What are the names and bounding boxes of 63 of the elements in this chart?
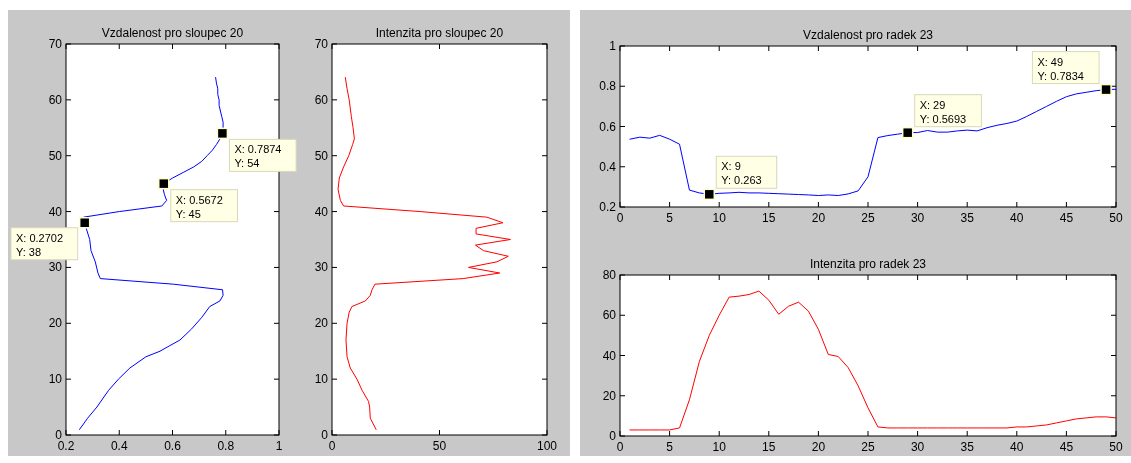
chart-title: Vzdalenost pro sloupec 20	[101, 26, 244, 40]
x-tick-label: 10	[712, 211, 727, 225]
x-tick-label: 20	[811, 440, 826, 454]
y-tick-label: 30	[314, 260, 329, 275]
x-tick-label: 20	[811, 211, 826, 225]
chart-title: Intenzita pro radek 23	[809, 257, 927, 271]
y-tick-label: 60	[48, 92, 63, 107]
annotation: X: 0.5672 Y: 45	[175, 193, 223, 220]
x-tick-label: 50	[1109, 440, 1123, 454]
y-tick-label: 60	[314, 92, 329, 107]
line-series	[337, 77, 511, 430]
y-tick-label: 30	[48, 260, 63, 275]
y-tick-label: 10	[314, 372, 329, 387]
x-tick-label: 15	[762, 211, 776, 225]
x-tick-label: 25	[861, 440, 875, 454]
x-tick-label: 40	[1010, 211, 1024, 225]
chart-title: Intenzita pro sloupec 20	[375, 26, 504, 40]
x-tick-label: 45	[1059, 440, 1074, 454]
y-tick-label: 60	[602, 308, 617, 323]
y-tick-label: 0	[55, 428, 63, 442]
x-tick-label: 15	[762, 440, 776, 454]
annotation: X: 49 Y: 0.7834	[1037, 55, 1084, 82]
y-tick-label: 1	[609, 39, 617, 53]
x-tick-label: 0.4	[110, 439, 128, 453]
y-tick-label: 50	[48, 148, 63, 163]
x-tick-label: 0.8	[217, 439, 235, 453]
y-tick-label: 20	[314, 316, 329, 331]
y-tick-label: 0.2	[599, 200, 617, 214]
x-tick-label: 40	[1010, 440, 1024, 454]
x-tick-label: 35	[960, 440, 975, 454]
x-tick-label: 0.6	[164, 439, 182, 453]
annotation: X: 0.7874 Y: 54	[234, 143, 282, 170]
x-tick-label: 10	[712, 440, 727, 454]
y-tick-label: 70	[48, 37, 63, 51]
x-tick-label: 45	[1059, 211, 1074, 225]
x-tick-label: 35	[960, 211, 975, 225]
x-tick-label: 0.2	[57, 439, 75, 453]
y-tick-label: 0	[321, 428, 329, 442]
y-tick-label: 0.4	[599, 159, 617, 174]
x-tick-label: 5	[666, 211, 674, 225]
y-tick-label: 10	[48, 372, 63, 387]
annotation: X: 9 Y: 0.263	[721, 160, 762, 187]
x-tick-label: 25	[861, 211, 875, 225]
y-tick-label: 50	[314, 148, 329, 163]
y-tick-label: 80	[602, 268, 617, 282]
annotation: X: 29 Y: 0.5693	[919, 98, 967, 125]
y-tick-label: 20	[48, 316, 63, 331]
x-tick-label: 5	[666, 440, 674, 454]
annotation: X: 0.2702 Y: 38	[15, 231, 64, 258]
x-tick-label: 30	[910, 440, 925, 454]
y-tick-label: 40	[602, 348, 617, 363]
line-series	[629, 290, 1117, 431]
x-tick-label: 1	[275, 439, 283, 453]
y-tick-label: 70	[314, 37, 329, 51]
y-tick-label: 0.6	[599, 119, 617, 134]
chart-title: Vzdalenost pro radek 23	[802, 28, 934, 42]
y-tick-label: 0	[609, 429, 617, 443]
x-tick-label: 50	[432, 439, 447, 453]
y-tick-label: 0.8	[599, 79, 617, 94]
x-tick-label: 50	[1109, 211, 1123, 225]
x-tick-label: 100	[536, 439, 558, 453]
y-tick-label: 20	[602, 388, 617, 403]
x-tick-label: 30	[910, 211, 925, 225]
